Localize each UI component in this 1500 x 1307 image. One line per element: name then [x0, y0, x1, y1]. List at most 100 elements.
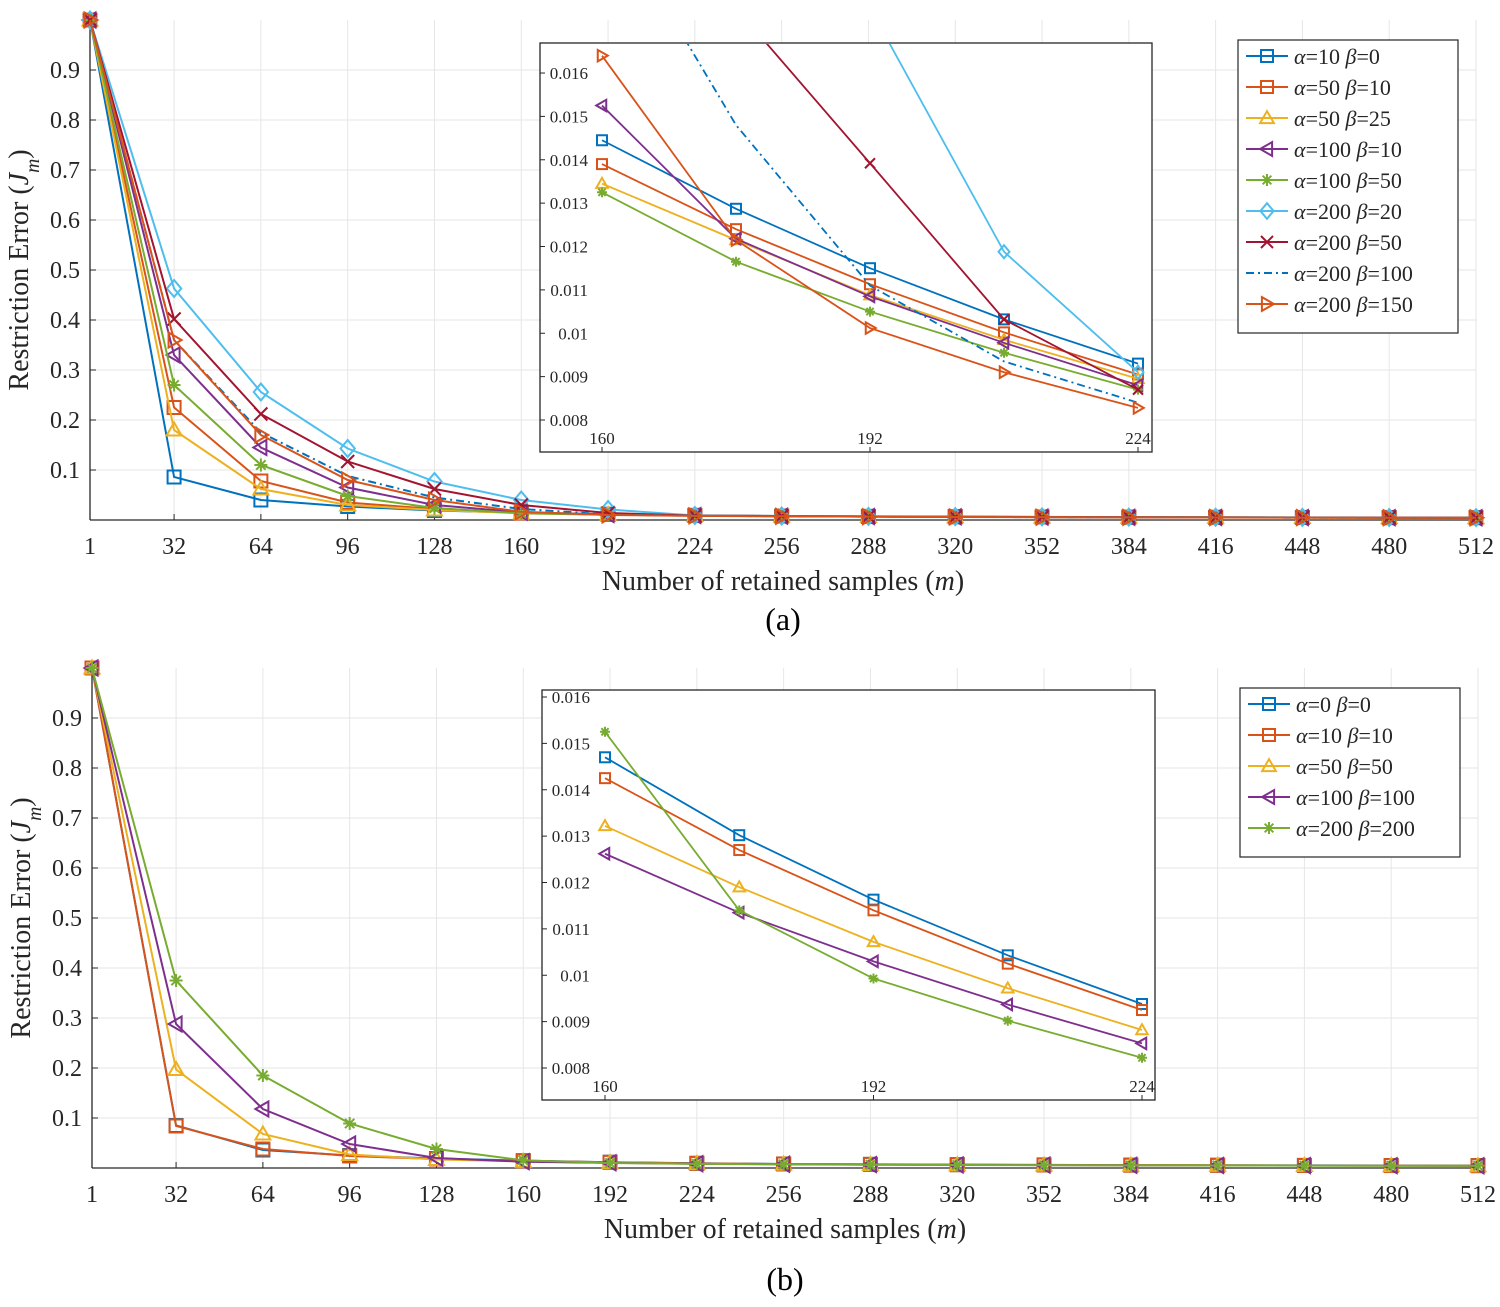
data-point: [85, 661, 99, 675]
data-point: [253, 473, 269, 489]
x-tick-label: 160: [505, 1182, 541, 1208]
y-tick-label: 0.7: [52, 806, 82, 832]
inset-data-point: [996, 332, 1012, 346]
inset-series-8: [686, 44, 1139, 404]
data-point: [166, 1014, 183, 1034]
data-point: [861, 507, 878, 526]
inset-data-point: [1134, 1035, 1148, 1051]
inset-series-2: [599, 772, 1148, 1017]
y-tick-label: 0.9: [50, 58, 80, 84]
x-tick-label: 1: [84, 534, 96, 560]
x-tick-label: 96: [338, 1182, 362, 1208]
inset-y-tick-label: 0.014: [550, 151, 589, 170]
data-point: [1382, 508, 1399, 527]
data-point: [340, 1134, 357, 1154]
inset-data-point: [1002, 1015, 1013, 1026]
inset-series-5: [597, 187, 1143, 395]
y-axis-label: Restriction Error (Jm): [6, 797, 46, 1038]
inset-data-point: [864, 157, 876, 169]
data-point: [690, 1157, 704, 1171]
inset-y-tick-label: 0.015: [550, 107, 588, 126]
data-point: [1211, 1159, 1225, 1172]
inset-y-tick-label: 0.013: [550, 194, 588, 213]
legend-item: α=50 β=10: [1246, 75, 1391, 100]
x-axis-label: Number of retained samples (m): [604, 1214, 966, 1245]
inset-series-7: [765, 44, 1144, 396]
inset-data-point: [597, 187, 607, 198]
inset-series-line: [604, 852, 1143, 1045]
data-point: [1122, 508, 1139, 527]
x-tick-label: 128: [416, 534, 452, 560]
data-point: [253, 1124, 273, 1141]
data-point: [164, 345, 181, 365]
y-tick-label: 0.7: [50, 158, 80, 184]
x-tick-label: 352: [1024, 534, 1060, 560]
legend-label: α=50 β=10: [1294, 75, 1391, 100]
data-point: [254, 458, 268, 472]
y-tick-label: 0.4: [50, 308, 80, 334]
legend-label: α=200 β=200: [1296, 816, 1415, 841]
legend-item: α=50 β=50: [1248, 754, 1393, 779]
inset-series-1: [596, 134, 1144, 370]
legend-marker: [1260, 788, 1276, 806]
data-point: [863, 1158, 877, 1172]
inset-series-3: [597, 818, 1150, 1036]
legend-label: α=200 β=50: [1294, 230, 1402, 255]
inset-y-tick-label: 0.009: [550, 368, 588, 387]
x-tick-label: 160: [503, 534, 539, 560]
x-tick-label: 448: [1286, 1182, 1322, 1208]
inset-data-point: [1131, 364, 1145, 381]
y-axis-label: Restriction Error (Jm): [4, 149, 44, 390]
x-tick-label: 224: [679, 1182, 715, 1208]
inset-series-line: [601, 182, 1139, 380]
legend-label: α=10 β=10: [1296, 723, 1393, 748]
inset-data-point: [1134, 1022, 1150, 1036]
inset-data-point: [599, 751, 611, 764]
data-point: [601, 505, 618, 525]
data-point: [1297, 1159, 1311, 1173]
legend-marker: [1258, 109, 1276, 125]
x-tick-label: 480: [1371, 534, 1407, 560]
inset-plot: 0.008 0.009 0.01 0.011 0.012 0.013 0.014 0.015 0…: [541, 688, 1156, 1101]
inset-data-point: [998, 313, 1010, 326]
data-point: [167, 330, 184, 350]
data-point: [340, 1145, 359, 1162]
inset-data-point: [596, 158, 608, 171]
panel-a: 1 32 64 96 128 160 192 224 256 288 320 352 384 416 448…: [4, 10, 1494, 637]
data-point: [253, 1099, 270, 1119]
inset-data-point: [733, 829, 746, 842]
data-point: [427, 501, 441, 515]
legend-item: α=200 β=20: [1246, 199, 1402, 224]
series-9: [83, 10, 1486, 528]
data-point: [253, 492, 269, 508]
legend-label: α=100 β=100: [1296, 785, 1415, 810]
y-tick-label: 0.1: [50, 458, 80, 484]
x-tick-label: 32: [164, 1182, 188, 1208]
series-5: [85, 661, 1485, 1173]
x-tick-label: 192: [590, 534, 626, 560]
x-tick-label: 384: [1111, 534, 1147, 560]
data-point: [1295, 508, 1312, 527]
inset-y-tick-label: 0.01: [560, 966, 590, 985]
data-point: [169, 974, 183, 987]
inset-data-point: [998, 313, 1010, 326]
inset-data-point: [1001, 957, 1014, 970]
inset-y-tick-label: 0.011: [552, 920, 590, 939]
inset-y-tick-label: 0.012: [550, 238, 588, 257]
y-tick-label: 0.6: [52, 856, 82, 882]
legend-label: α=50 β=50: [1296, 754, 1393, 779]
series-line: [89, 19, 1477, 519]
x-tick-label: 192: [592, 1182, 628, 1208]
inset-data-point: [864, 320, 878, 336]
y-tick-label: 0.9: [52, 706, 82, 732]
inset-data-point: [865, 953, 879, 969]
inset-x-tick-label: 160: [592, 1077, 618, 1096]
data-point: [1037, 1158, 1051, 1172]
inset-data-point: [596, 134, 608, 147]
data-point: [251, 438, 268, 457]
inset-data-point: [597, 846, 611, 862]
data-point: [251, 479, 271, 496]
data-point: [1471, 1159, 1485, 1173]
data-point: [340, 454, 355, 469]
